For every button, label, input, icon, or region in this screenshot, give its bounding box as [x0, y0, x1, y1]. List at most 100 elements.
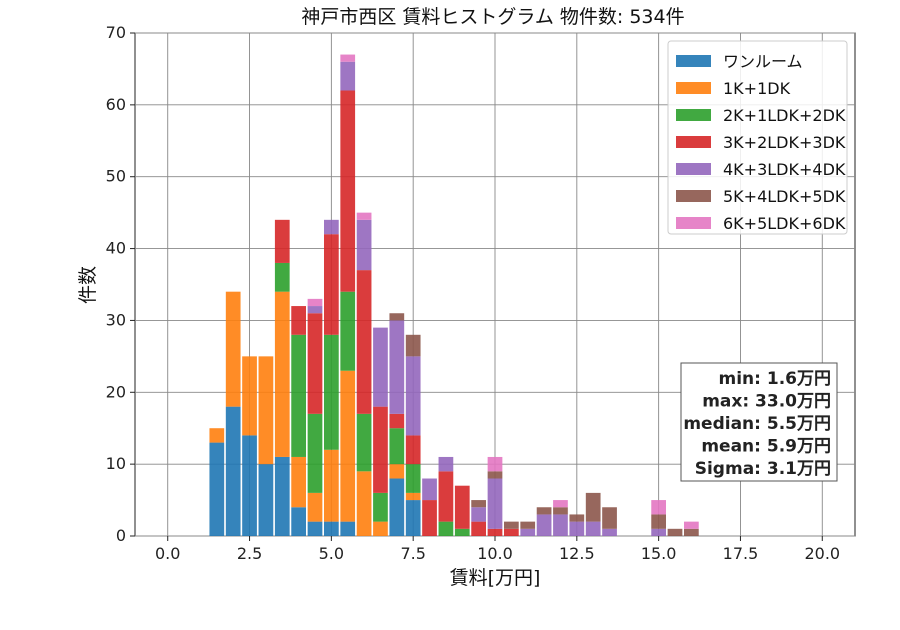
x-tick-label: 0.0	[155, 544, 180, 563]
y-tick-label: 70	[106, 23, 126, 42]
bars-layer	[209, 54, 699, 536]
histogram-bar	[422, 500, 437, 536]
histogram-bar	[307, 413, 323, 493]
histogram-bar	[405, 464, 421, 493]
histogram-bar	[405, 435, 421, 465]
x-tick-label: 17.5	[723, 544, 759, 563]
histogram-bar	[422, 478, 437, 501]
histogram-bar	[471, 507, 486, 522]
stats-line: median: 5.5万円	[683, 414, 831, 434]
x-axis-title: 賃料[万円]	[450, 567, 541, 589]
histogram-bar	[373, 521, 388, 536]
histogram-bar	[684, 528, 699, 536]
stats-line: min: 1.6万円	[719, 369, 831, 389]
legend-label: 1K+1DK	[723, 79, 791, 98]
y-tick-label: 30	[106, 310, 126, 329]
histogram-bar	[389, 464, 405, 479]
histogram-bar	[520, 521, 536, 529]
histogram-bar	[389, 428, 405, 465]
y-axis-ticks: 0 10 20 30 40 50 60 70	[106, 23, 135, 545]
x-tick-label: 2.5	[237, 544, 262, 563]
x-tick-label: 20.0	[804, 544, 840, 563]
legend-label: ワンルーム	[723, 52, 803, 71]
histogram-bar	[405, 492, 421, 501]
histogram-bar	[340, 370, 356, 522]
histogram-bar	[602, 507, 617, 529]
histogram-bar	[324, 234, 339, 335]
stats-line: mean: 5.9万円	[701, 437, 831, 457]
histogram-bar	[667, 528, 683, 536]
chart-title: 神戸市西区 賃料ヒストグラム 物件数: 534件	[301, 6, 684, 28]
histogram-bar	[684, 521, 699, 529]
histogram-bar	[389, 313, 405, 321]
histogram-bar	[536, 507, 552, 515]
histogram-bar	[389, 478, 405, 536]
histogram-bar	[340, 291, 356, 371]
histogram-bar	[487, 478, 503, 529]
legend-swatch	[676, 217, 711, 229]
histogram-bar	[536, 514, 552, 536]
y-axis-title: 件数	[77, 266, 99, 304]
histogram-bar	[209, 442, 225, 536]
legend-label: 4K+3LDK+4DK	[723, 160, 846, 179]
histogram-bar	[324, 219, 339, 235]
y-tick-label: 20	[106, 382, 126, 401]
histogram-bar	[405, 356, 421, 436]
legend: ワンルーム 1K+1DK 2K+1LDK+2DK 3K+2LDK+3DK 4K+3LDK…	[667, 40, 848, 235]
histogram-bar	[340, 521, 356, 536]
histogram-bar	[487, 528, 503, 536]
legend-swatch	[676, 190, 711, 202]
y-tick-label: 60	[106, 95, 126, 114]
histogram-bar	[373, 327, 388, 407]
x-axis-ticks: 0.0 2.5 5.0 7.5 10.0 12.5 15.0 17.5 20.0	[155, 536, 840, 563]
histogram-bar	[487, 456, 503, 472]
histogram-bar	[553, 514, 568, 536]
histogram-bar	[454, 528, 470, 536]
histogram-bar	[307, 306, 323, 314]
histogram-bar	[356, 413, 372, 472]
histogram-bar	[651, 528, 666, 536]
histogram-bar	[487, 471, 503, 479]
histogram-bar	[585, 521, 601, 536]
histogram-bar	[356, 219, 372, 271]
histogram-bar	[405, 334, 421, 357]
histogram-bar	[291, 507, 306, 536]
legend-swatch	[676, 136, 711, 148]
stats-box-frame	[680, 362, 838, 482]
histogram-bar	[651, 500, 666, 515]
histogram-bar	[324, 334, 339, 450]
histogram-bar	[324, 449, 339, 522]
histogram-bar	[520, 528, 536, 536]
histogram-bar	[242, 435, 257, 536]
stats-line: max: 33.0万円	[702, 392, 831, 412]
legend-swatch	[676, 82, 711, 94]
histogram-bar	[340, 61, 356, 91]
legend-swatch	[676, 163, 711, 175]
histogram-bar	[651, 514, 666, 529]
histogram-bar	[340, 90, 356, 292]
x-tick-label: 5.0	[319, 544, 344, 563]
histogram-bar	[258, 356, 274, 465]
histogram-bar	[307, 298, 323, 307]
histogram-bar	[553, 507, 568, 515]
legend-frame	[667, 40, 848, 235]
y-tick-label: 0	[116, 526, 126, 545]
histogram-bar	[340, 54, 356, 62]
histogram-bar	[274, 456, 290, 536]
x-tick-label: 10.0	[477, 544, 513, 563]
histogram-bar	[356, 471, 372, 536]
y-tick-label: 10	[106, 454, 126, 473]
histogram-bar	[585, 492, 601, 522]
histogram-bar	[307, 521, 323, 536]
histogram-bar	[258, 464, 274, 536]
legend-label: 3K+2LDK+3DK	[723, 133, 846, 152]
histogram-bar	[405, 500, 421, 536]
histogram-bar	[373, 492, 388, 522]
histogram-bar	[569, 514, 585, 522]
legend-label: 5K+4LDK+5DK	[723, 187, 846, 206]
histogram-bar	[274, 291, 290, 457]
histogram-bar	[569, 521, 585, 536]
histogram-bar	[471, 521, 486, 536]
legend-swatch	[676, 55, 711, 67]
